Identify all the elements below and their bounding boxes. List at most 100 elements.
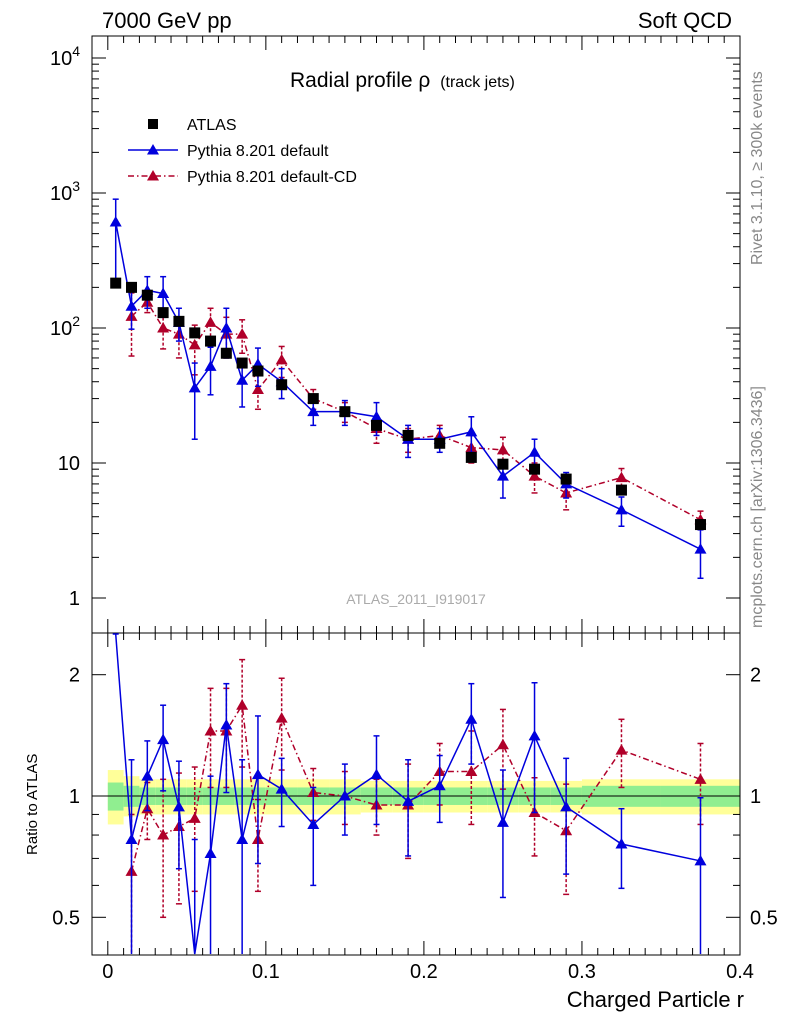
main-panel: 1 10 102 103 104 Radial profile ρ (track… [50, 35, 741, 634]
ratio-point-pythia-8-201-default-cd [157, 829, 170, 840]
main-point-pythia-8-201-default [220, 322, 233, 333]
main-line-pythia-8-201-default [114, 221, 701, 550]
header-left: 7000 GeV pp [102, 8, 232, 33]
main-point-atlas [529, 463, 541, 475]
ratio-point-pythia-8-201-default [172, 800, 185, 812]
ratio-point-pythia-8-201-default-cd [204, 724, 217, 736]
ratio-point-pythia-8-201-default [220, 719, 233, 730]
ratio-y-tick-label-right: 1 [750, 786, 761, 808]
ratio-point-pythia-8-201-default-cd [615, 744, 628, 755]
ratio-y-tick-label-right: 0.5 [750, 907, 778, 929]
chart-title-sub: (track jets) [440, 74, 515, 91]
chart-title-main: Radial profile ρ [290, 69, 430, 92]
legend: ATLAS Pythia 8.201 default Pythia 8.201 … [128, 117, 357, 186]
ratio-point-pythia-8-201-default [694, 854, 707, 866]
ratio-y-tick-label: 2 [69, 665, 80, 687]
main-point-atlas [276, 379, 288, 391]
main-point-atlas [141, 289, 153, 301]
main-point-pythia-8-201-default [204, 360, 217, 371]
main-point-atlas [236, 357, 248, 369]
x-tick-label: 0.4 [726, 961, 754, 983]
ratio-point-pythia-8-201-default [236, 833, 249, 844]
ratio-point-pythia-8-201-default [338, 790, 351, 801]
main-point-pythia-8-201-default-cd [188, 338, 201, 350]
ratio-point-pythia-8-201-default [141, 770, 154, 781]
main-point-pythia-8-201-default-cd [251, 383, 264, 395]
ratio-point-pythia-8-201-default [204, 847, 217, 858]
main-point-pythia-8-201-default [465, 425, 478, 437]
ratio-ylabel: Ratio to ATLAS [24, 754, 41, 855]
main-point-pythia-8-201-default-cd [496, 443, 509, 455]
ratio-series [112, 633, 707, 955]
ratio-panel: 0.5 0.5 1 1 2 2 0 0.1 0.2 0.3 0.4 Ratio to ATLAS C… [24, 632, 778, 1012]
ratio-point-pythia-8-201-default [496, 816, 509, 827]
mcplots-label: mcplots.cern.ch [arXiv:1306.3436] [749, 386, 766, 628]
main-point-pythia-8-201-default-cd [236, 328, 249, 339]
main-point-pythia-8-201-default [694, 543, 707, 554]
y-tick-label-10: 10 [58, 453, 80, 475]
main-point-atlas [560, 473, 572, 485]
rivet-label: Rivet 3.1.10, ≥ 300k events [749, 71, 766, 265]
main-point-atlas [465, 451, 477, 463]
main-point-atlas [189, 327, 201, 339]
x-tick-label: 0.3 [568, 961, 596, 983]
ratio-point-pythia-8-201-default [433, 779, 446, 791]
main-point-atlas [110, 277, 122, 289]
x-axis-label: Charged Particle r [567, 987, 744, 1012]
main-point-atlas [370, 419, 382, 431]
ratio-point-pythia-8-201-default-cd [465, 765, 478, 777]
main-point-atlas [615, 484, 627, 496]
y-tick-label-10000: 104 [50, 43, 80, 70]
main-point-atlas [339, 406, 351, 418]
main-point-pythia-8-201-default-cd [275, 353, 288, 365]
main-point-pythia-8-201-default [109, 215, 122, 227]
ratio-point-pythia-8-201-default-cd [236, 699, 249, 710]
x-tick-label: 0.1 [252, 961, 280, 983]
main-point-pythia-8-201-default [157, 287, 170, 299]
main-point-atlas [252, 365, 264, 377]
main-point-pythia-8-201-default [236, 374, 249, 385]
main-point-pythia-8-201-default-cd [204, 316, 217, 327]
main-point-pythia-8-201-default [528, 446, 541, 457]
main-point-pythia-8-201-default [188, 381, 201, 393]
main-point-pythia-8-201-default [125, 300, 138, 311]
ratio-point-pythia-8-201-default [402, 795, 415, 806]
ratio-point-pythia-8-201-default [307, 818, 320, 829]
header-right: Soft QCD [638, 8, 732, 33]
y-tick-label-100: 102 [50, 313, 80, 340]
ratio-point-pythia-8-201-default [560, 800, 573, 812]
legend-pythia-cd-label: Pythia 8.201 default-CD [187, 169, 357, 186]
ratio-y-tick-label: 0.5 [52, 907, 80, 929]
ratio-point-pythia-8-201-default [465, 713, 478, 724]
ratio-y-tick-label-right: 2 [750, 665, 761, 687]
ratio-point-pythia-8-201-default-cd [275, 712, 288, 723]
main-point-pythia-8-201-default-cd [528, 470, 541, 481]
ratio-point-pythia-8-201-default-cd [694, 773, 707, 784]
main-point-atlas [497, 458, 509, 470]
ratio-band-inner [107, 782, 124, 811]
main-point-atlas [173, 315, 185, 327]
main-point-pythia-8-201-default [370, 410, 383, 422]
main-point-pythia-8-201-default-cd [157, 322, 170, 333]
legend-atlas-label: ATLAS [187, 117, 237, 134]
ratio-point-pythia-8-201-default [251, 768, 264, 780]
legend-pythia-cd-marker [147, 170, 159, 181]
ratio-point-pythia-8-201-default-cd [496, 738, 509, 750]
main-point-atlas [307, 393, 319, 405]
chart-title: Radial profile ρ (track jets) [290, 69, 515, 92]
main-point-atlas [126, 281, 138, 293]
main-point-atlas [220, 347, 232, 359]
main-point-atlas [694, 519, 706, 531]
main-point-atlas [434, 437, 446, 449]
main-y-ticks [92, 36, 741, 633]
main-point-pythia-8-201-default [496, 470, 509, 481]
x-tick-label: 0.2 [410, 961, 438, 983]
y-tick-label-1: 1 [69, 588, 80, 610]
ratio-ticks: 0.5 0.5 1 1 2 2 0 0.1 0.2 0.3 0.4 [52, 633, 778, 983]
legend-pythia-marker [147, 144, 159, 155]
main-point-atlas [205, 335, 217, 347]
main-point-atlas [402, 429, 414, 441]
ratio-line-pythia-8-201-default [114, 633, 701, 955]
analysis-id: ATLAS_2011_I919017 [346, 591, 486, 607]
